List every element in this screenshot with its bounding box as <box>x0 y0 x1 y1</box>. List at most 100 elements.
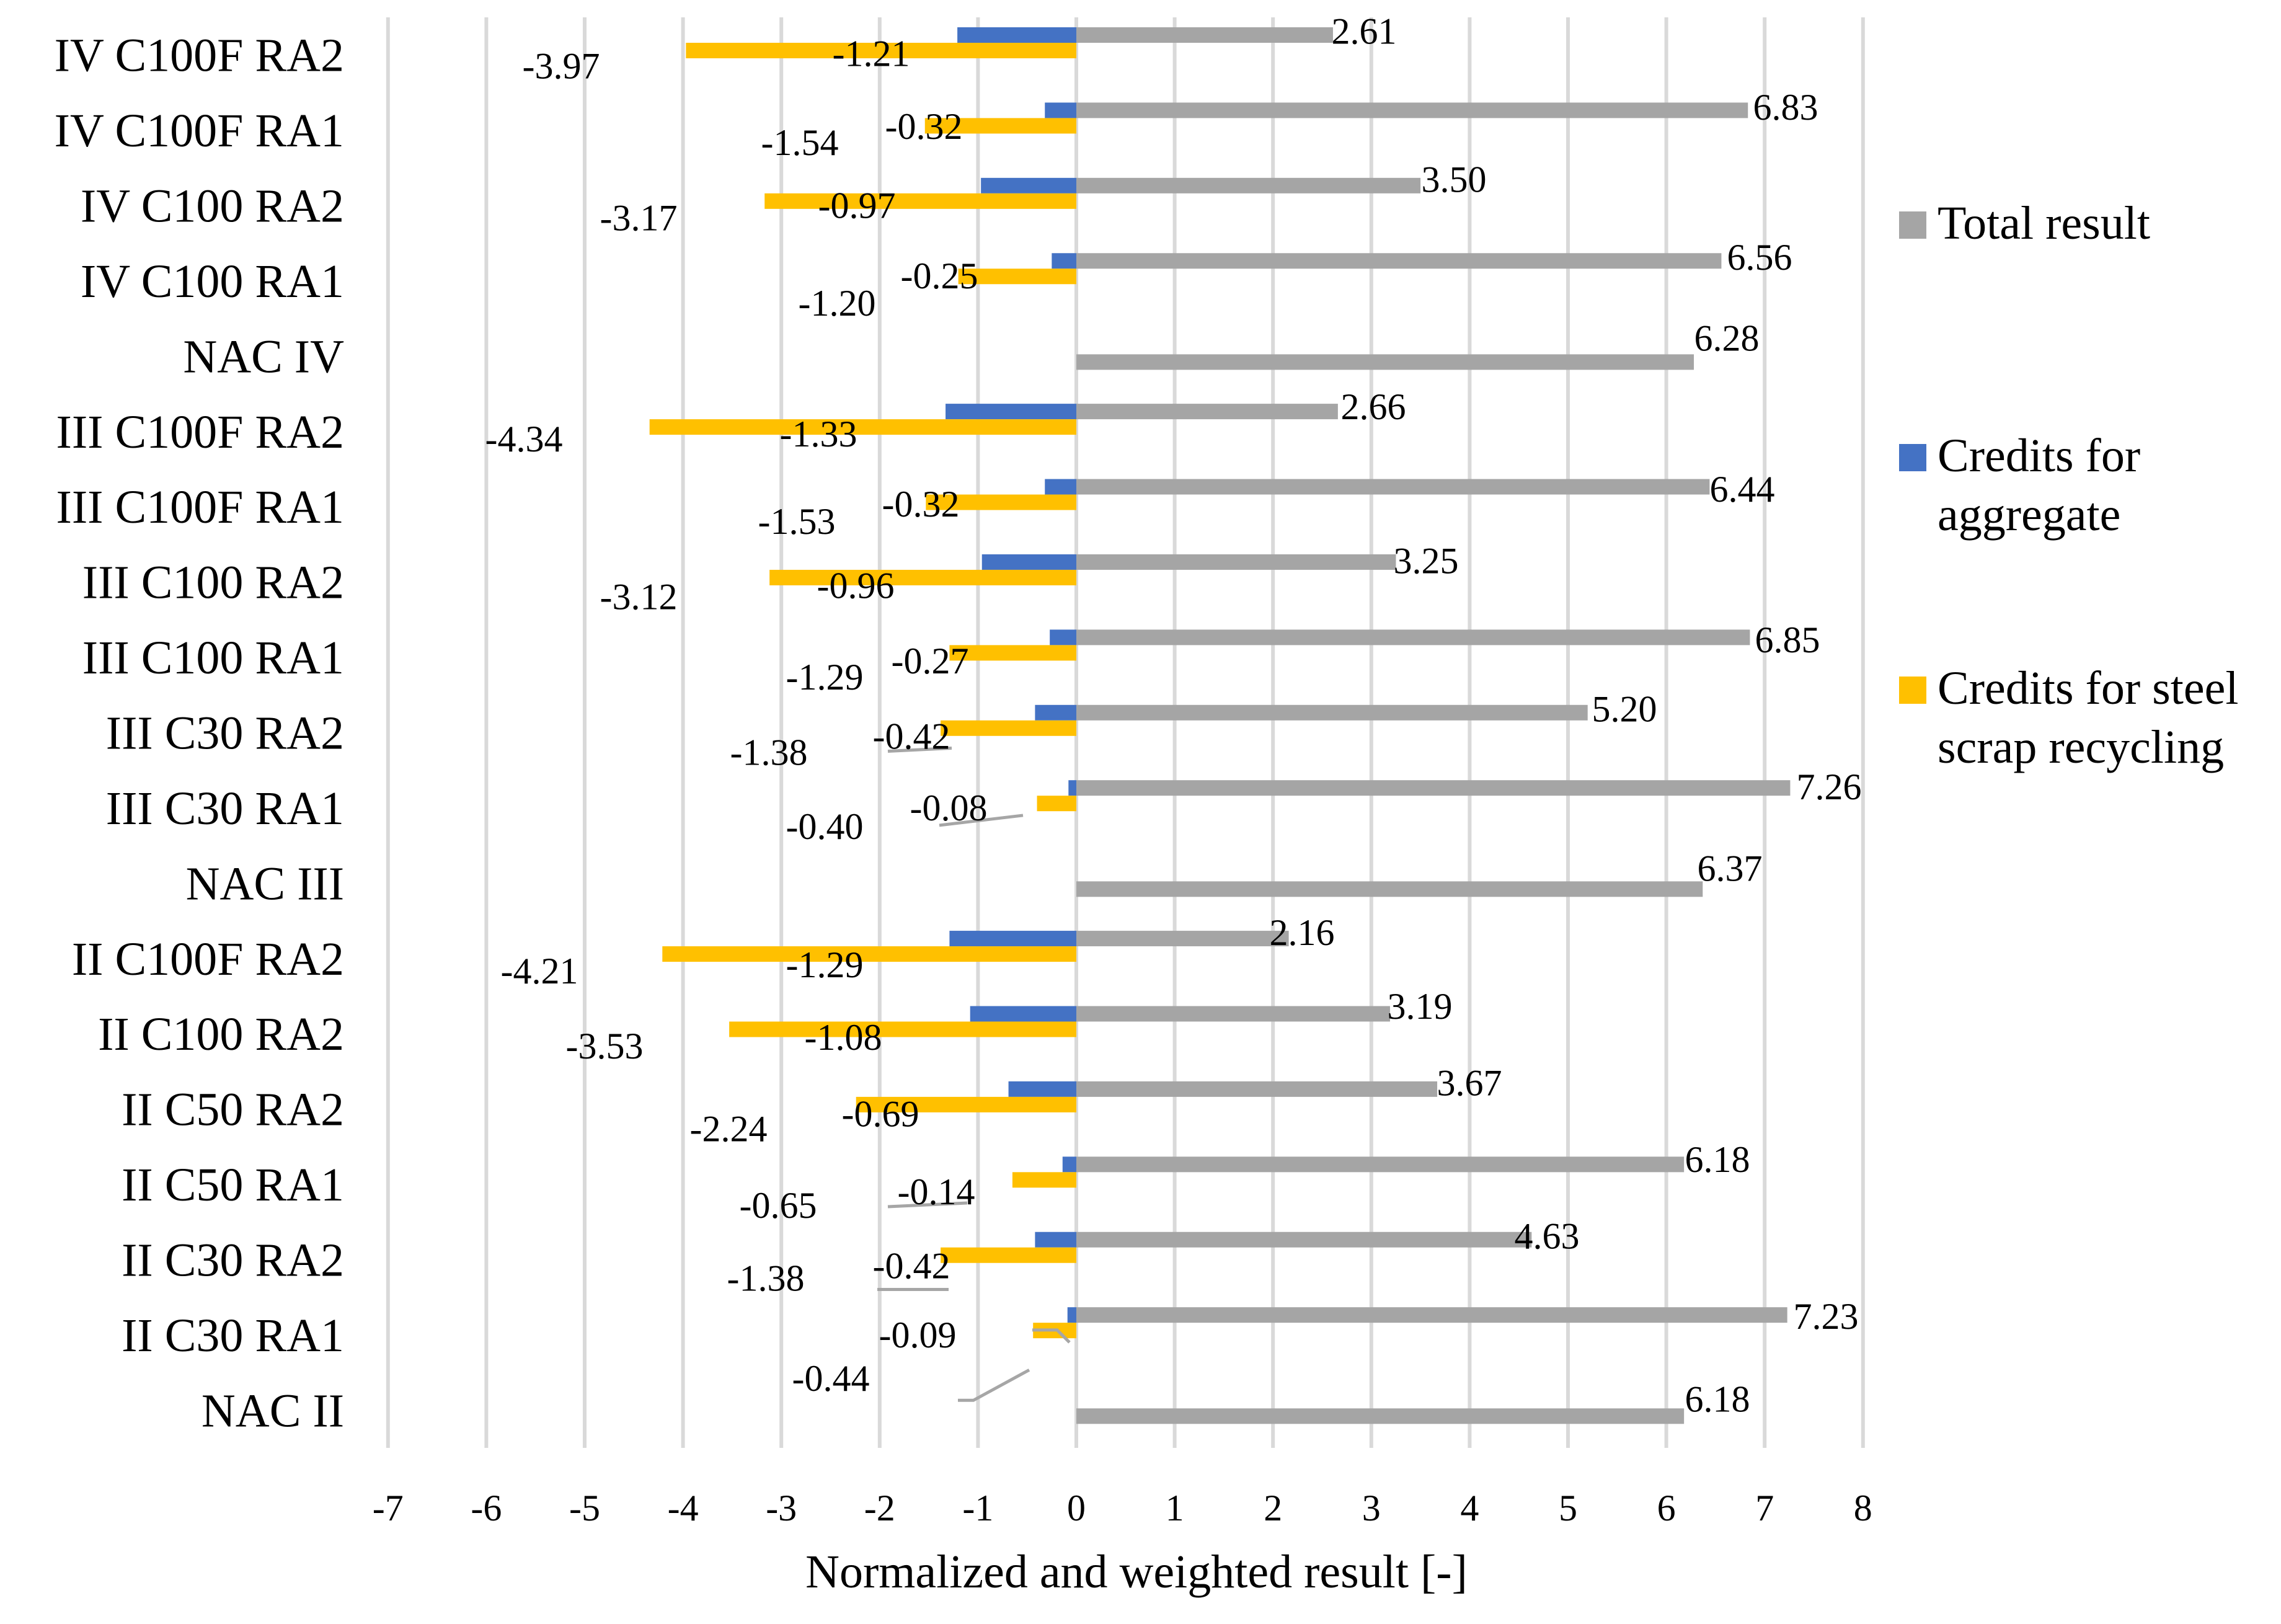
steel-credit-label: -1.20 <box>799 283 876 324</box>
total-result-label: 3.25 <box>1394 541 1459 582</box>
category-label: III C100F RA2 <box>56 406 344 458</box>
total-result-label: 3.67 <box>1437 1063 1502 1104</box>
x-tick-label: -3 <box>766 1488 797 1529</box>
x-tick-label: 1 <box>1166 1488 1184 1529</box>
steel-credit-label: -1.38 <box>727 1258 805 1298</box>
aggregate-credit-label: -0.69 <box>842 1094 919 1135</box>
bar-series <box>649 27 1791 1424</box>
legend-swatch <box>1899 677 1926 704</box>
steel-credit-label: -1.54 <box>761 122 839 163</box>
total-result-label: 6.85 <box>1755 619 1820 660</box>
total-result-label: 6.44 <box>1710 469 1775 510</box>
aggregate-credit-label: -1.08 <box>805 1017 882 1058</box>
total-result-label: 7.23 <box>1794 1296 1859 1337</box>
steel-credit-label: -1.29 <box>786 657 864 698</box>
category-label: NAC II <box>202 1385 344 1437</box>
total-result-bar <box>1076 1231 1532 1248</box>
legend-label: scrap recycling <box>1938 721 2224 773</box>
steel-credit-bar <box>649 419 1076 435</box>
steel-credit-label: -0.40 <box>786 806 864 847</box>
category-label: III C100 RA1 <box>82 632 344 684</box>
legend: Total result Credits for aggregate Credits … <box>1899 197 2238 773</box>
steel-credit-bar <box>686 43 1076 58</box>
x-tick-label: 2 <box>1264 1488 1282 1529</box>
aggregate-credit-bar <box>1035 1231 1076 1248</box>
aggregate-credit-label: -1.21 <box>833 33 910 74</box>
aggregate-credit-bar <box>946 404 1076 420</box>
total-result-bar <box>1076 177 1421 193</box>
data-label-leader-lines <box>877 747 1071 1402</box>
category-label: II C50 RA2 <box>122 1084 344 1136</box>
total-result-label: 6.83 <box>1753 87 1818 128</box>
legend-label: aggregate <box>1938 489 2120 541</box>
total-result-bar <box>1076 1006 1390 1022</box>
steel-credit-label: -1.53 <box>758 501 836 542</box>
leader-line <box>887 747 952 753</box>
steel-credit-bar <box>941 720 1076 736</box>
category-label: II C30 RA1 <box>122 1310 344 1362</box>
category-label: II C50 RA1 <box>122 1159 344 1211</box>
x-tick-label: -2 <box>864 1488 895 1529</box>
aggregate-credit-label: -0.09 <box>879 1315 957 1356</box>
category-label: II C30 RA2 <box>122 1234 344 1286</box>
aggregate-credit-label: -0.97 <box>818 185 896 226</box>
aggregate-credit-bar <box>1045 479 1076 495</box>
x-tick-label: -1 <box>962 1488 993 1529</box>
total-result-bar <box>1076 704 1588 721</box>
category-label: NAC III <box>186 858 344 910</box>
total-result-bar <box>1076 1307 1787 1323</box>
category-label: IV C100 RA1 <box>81 255 344 308</box>
steel-credit-bar <box>662 946 1076 962</box>
x-tick-label: 7 <box>1755 1488 1774 1529</box>
x-tick-label: -5 <box>569 1488 600 1529</box>
aggregate-credit-bar <box>1008 1081 1076 1097</box>
steel-credit-label: -3.97 <box>523 46 600 87</box>
leader-line <box>958 1369 1030 1402</box>
total-result-label: 4.63 <box>1515 1215 1580 1256</box>
total-result-label: 2.61 <box>1332 11 1397 52</box>
steel-credit-bar <box>769 569 1076 585</box>
steel-credit-label: -4.34 <box>485 419 563 459</box>
aggregate-credit-label: -1.33 <box>780 414 857 455</box>
aggregate-credit-bar <box>957 27 1076 43</box>
category-axis-labels: IV C100F RA2 IV C100F RA1 IV C100 RA2 IV C1… <box>55 30 344 1437</box>
x-axis-tick-labels: -7 -6 -5 -4 -3 -2 -1 0 1 2 3 4 5 6 7 8 <box>373 1488 1872 1529</box>
total-result-bar <box>1076 1408 1685 1424</box>
legend-label: Total result <box>1938 197 2150 249</box>
aggregate-credit-label: -0.32 <box>885 106 963 147</box>
legend-label: Credits for steel <box>1938 662 2238 714</box>
category-label: NAC IV <box>183 331 344 383</box>
steel-credit-bar <box>926 494 1076 510</box>
data-labels: 2.61 -1.21 -3.97 6.83 -0.32 -1.54 3.50 -0.97 -3.… <box>485 11 1862 1420</box>
total-result-bar <box>1076 102 1748 118</box>
steel-credit-label: -1.38 <box>730 732 808 773</box>
steel-credit-label: -3.17 <box>600 198 678 239</box>
total-result-bar <box>1076 479 1710 495</box>
total-result-bar <box>1076 931 1289 947</box>
steel-credit-bar <box>1012 1172 1076 1188</box>
category-label: II C100 RA2 <box>98 1008 344 1060</box>
steel-credit-bar <box>856 1096 1076 1112</box>
total-result-label: 2.66 <box>1341 386 1406 427</box>
aggregate-credit-bar <box>1045 102 1076 118</box>
x-tick-label: 8 <box>1854 1488 1872 1529</box>
x-tick-label: 5 <box>1559 1488 1577 1529</box>
x-axis-title: Normalized and weighted result [-] <box>805 1546 1468 1598</box>
category-label: II C100F RA2 <box>72 933 344 985</box>
x-tick-label: -7 <box>373 1488 404 1529</box>
aggregate-credit-bar <box>1067 1307 1076 1323</box>
total-result-bar <box>1076 554 1396 570</box>
aggregate-credit-bar <box>981 554 1076 570</box>
aggregate-credit-bar <box>1068 780 1076 796</box>
legend-swatch <box>1899 211 1926 239</box>
category-label: III C100 RA2 <box>82 557 344 609</box>
total-result-label: 6.56 <box>1727 237 1792 278</box>
steel-credit-bar <box>941 1247 1076 1263</box>
total-result-bar <box>1076 354 1694 370</box>
legend-label: Credits for <box>1938 430 2140 482</box>
category-label: III C100F RA1 <box>56 481 344 533</box>
steel-credit-label: -2.24 <box>690 1109 768 1150</box>
steel-credit-bar <box>729 1021 1076 1037</box>
aggregate-credit-bar <box>1050 629 1076 646</box>
